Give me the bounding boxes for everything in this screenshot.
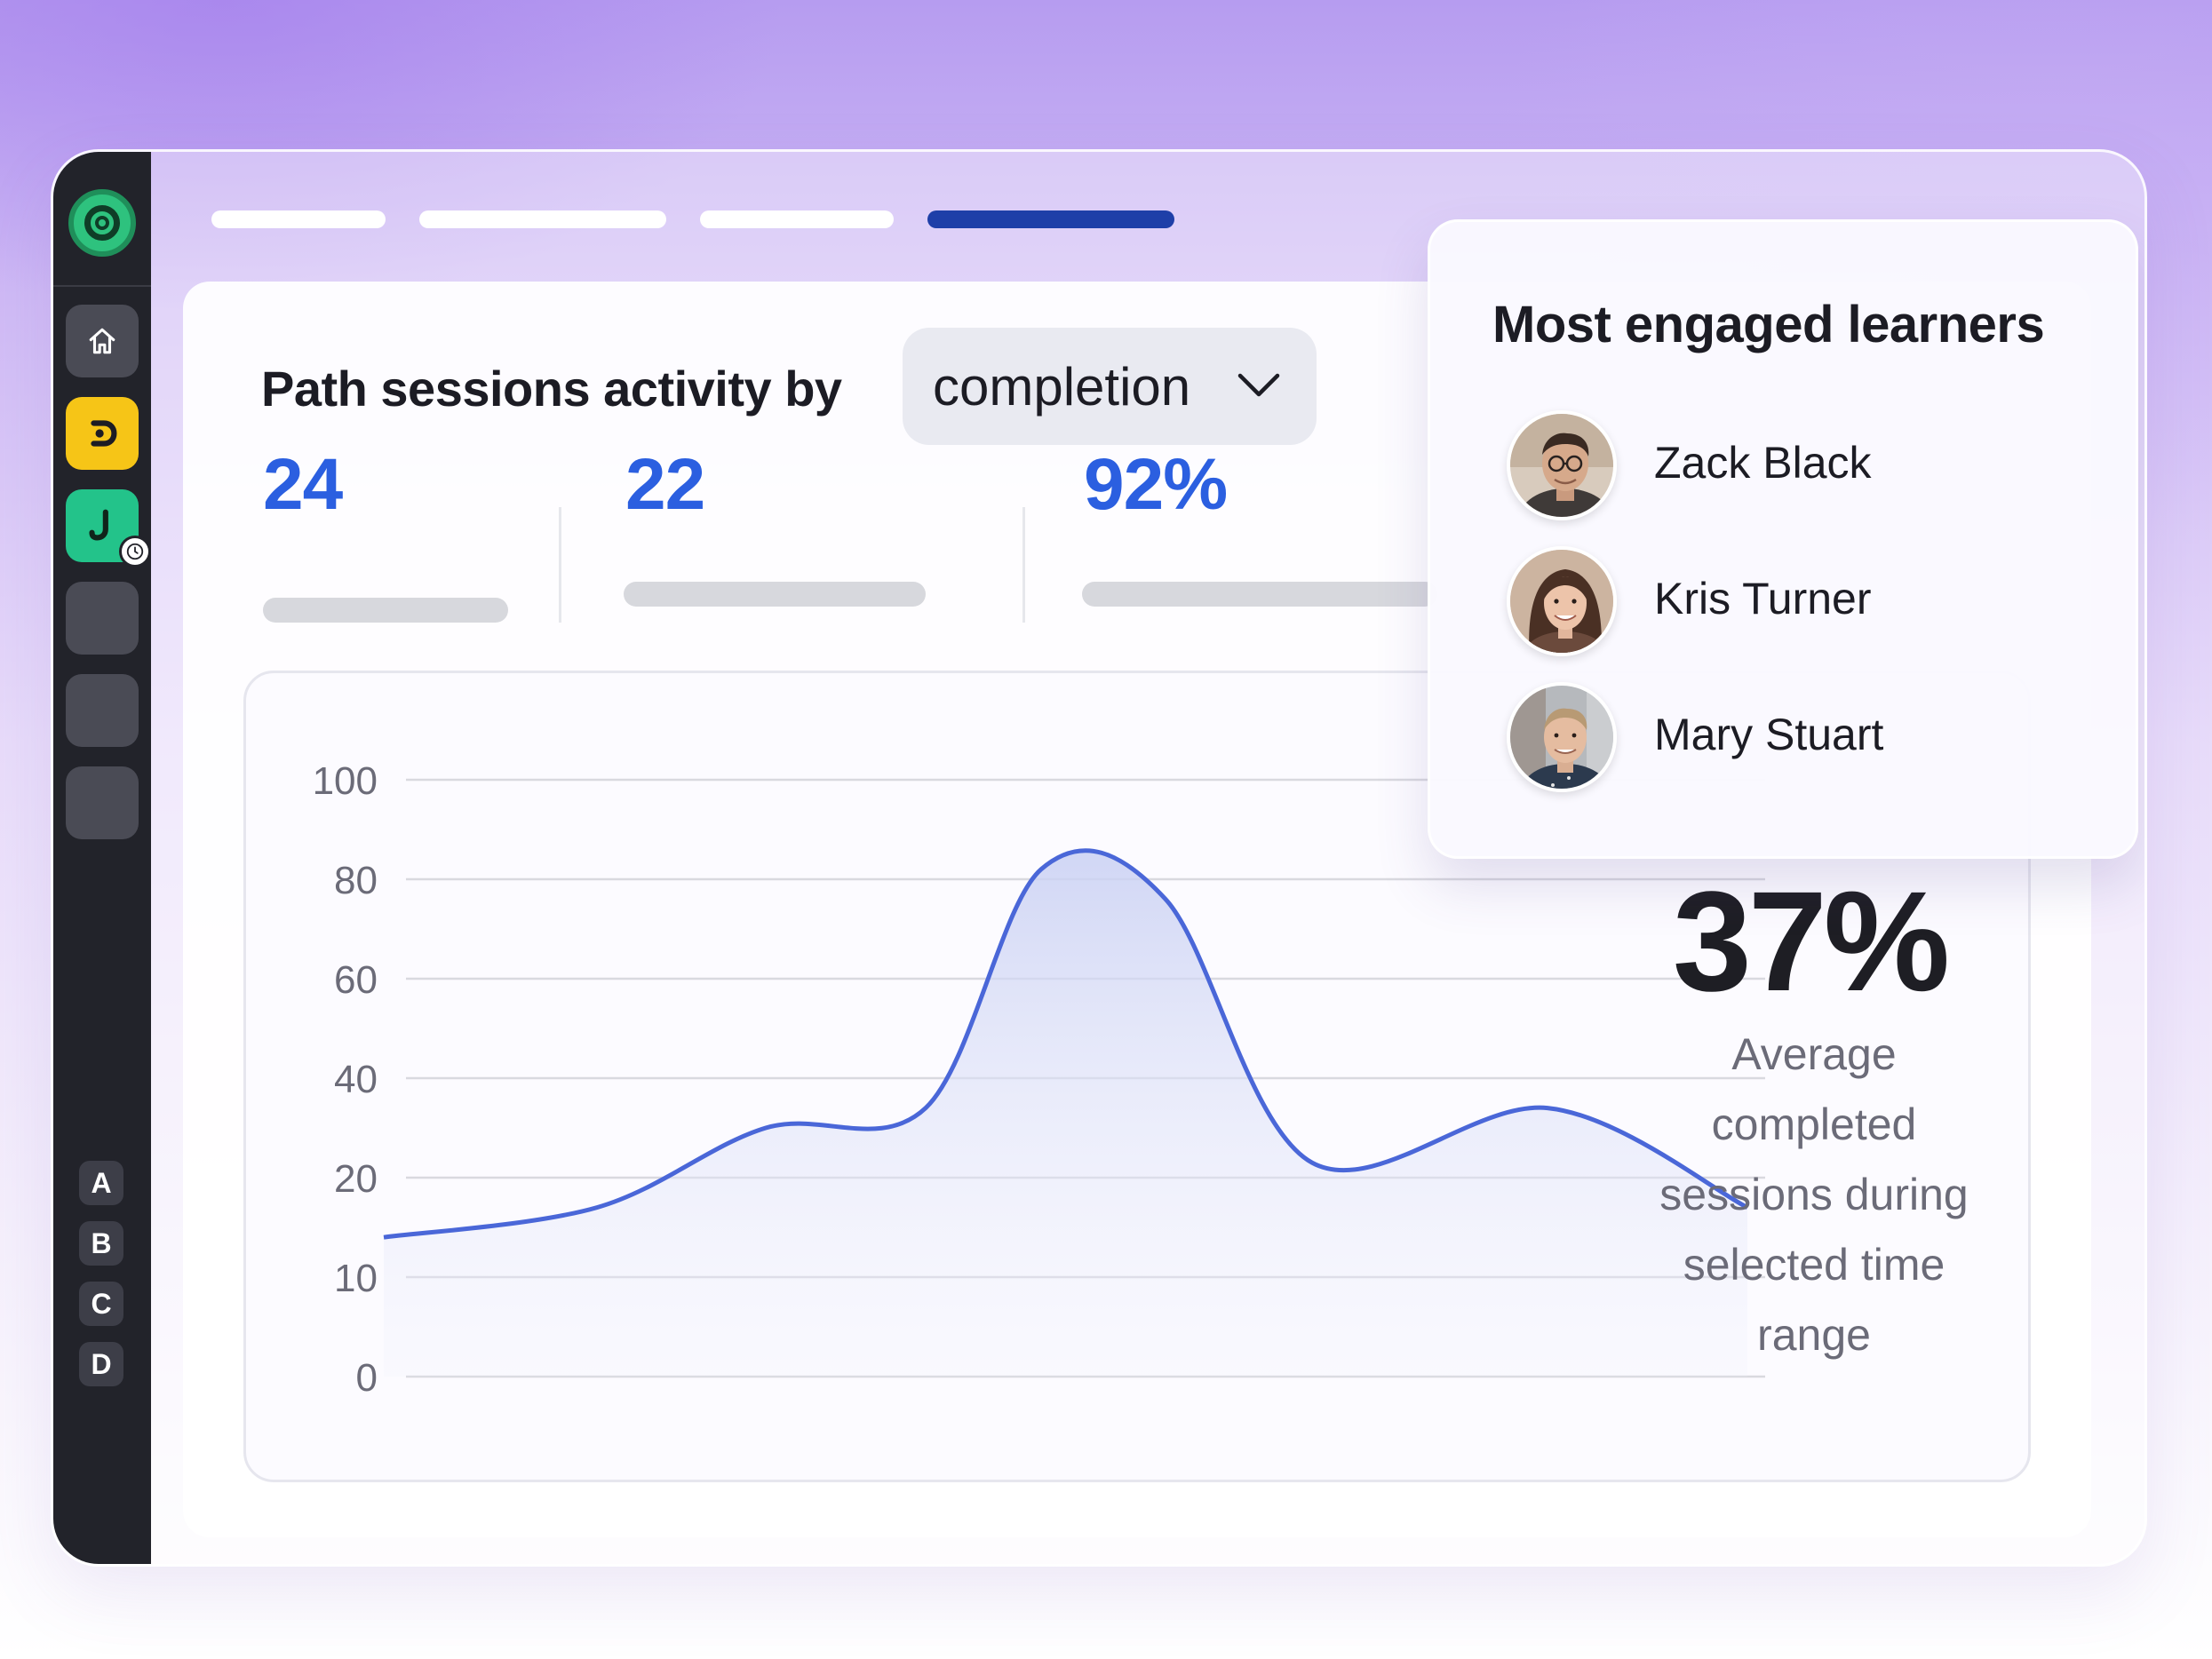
- summary-caption-line: range: [1757, 1310, 1871, 1360]
- summary-caption-line: Average: [1731, 1029, 1897, 1079]
- learner-name: Zack Black: [1654, 438, 1872, 488]
- app-rail: A B C D: [53, 152, 151, 1564]
- summary-caption-line: selected time: [1683, 1240, 1945, 1290]
- stat-divider: [1022, 507, 1025, 623]
- rail-placeholder-button[interactable]: [66, 766, 139, 839]
- y-tick-label: 0: [356, 1356, 378, 1400]
- rail-divider: [53, 285, 151, 287]
- y-tick-label: 10: [334, 1257, 378, 1300]
- learner-name: Kris Turner: [1654, 574, 1872, 623]
- avatar: [1507, 682, 1617, 792]
- series-line: [383, 848, 1749, 1240]
- home-icon: [89, 328, 115, 354]
- tab-3[interactable]: [700, 210, 894, 228]
- rail-home-button[interactable]: [66, 305, 139, 377]
- rail-placeholder-button[interactable]: [66, 674, 139, 747]
- engaged-learners-panel: Most engaged learners Zack Black: [1428, 219, 2138, 859]
- learner-name: Mary Stuart: [1654, 710, 1884, 759]
- app-logo-icon[interactable]: [68, 189, 136, 257]
- tab-2[interactable]: [419, 210, 666, 228]
- learner-row[interactable]: Zack Black: [1507, 410, 2093, 520]
- learner-row[interactable]: Mary Stuart: [1507, 682, 2093, 792]
- series-area: [384, 850, 1747, 1377]
- app-green-icon: [89, 509, 108, 541]
- clock-icon: [119, 536, 151, 568]
- stat-label-placeholder: [263, 598, 508, 623]
- metric-select-value: completion: [933, 356, 1191, 417]
- report-card: Path sessions activity by completion 24 …: [183, 282, 2091, 1537]
- y-tick-label: 20: [334, 1157, 378, 1201]
- rail-letter-c[interactable]: C: [79, 1282, 123, 1326]
- chart-panel: 100 80 60 40 20 10 0 37% Average completed ses…: [243, 671, 2031, 1482]
- y-tick-label: 100: [313, 759, 378, 803]
- rail-app-green-button[interactable]: [66, 489, 151, 568]
- rail-letter-d[interactable]: D: [79, 1342, 123, 1386]
- chevron-down-icon: [1237, 373, 1280, 397]
- summary-caption-line: sessions during: [1659, 1170, 1969, 1219]
- app-window: A B C D Path sessions activity by comple…: [51, 149, 2147, 1567]
- y-tick-label: 80: [334, 859, 378, 902]
- avatar: [1507, 546, 1617, 656]
- engaged-learners-title: Most engaged learners: [1492, 296, 2045, 353]
- app-yellow-icon: [91, 420, 117, 447]
- rail-placeholder-button[interactable]: [66, 582, 139, 655]
- stat-value-2: 22: [625, 444, 705, 525]
- rail-letter-a[interactable]: A: [79, 1161, 123, 1205]
- summary-caption-line: completed: [1711, 1099, 1917, 1149]
- rail-letter-b[interactable]: B: [79, 1221, 123, 1266]
- learner-row[interactable]: Kris Turner: [1507, 546, 2093, 656]
- y-tick-label: 60: [334, 958, 378, 1002]
- report-heading: Path sessions activity by: [261, 361, 842, 417]
- stat-label-placeholder: [624, 582, 926, 607]
- y-tick-label: 40: [334, 1058, 378, 1101]
- stat-value-3: 92%: [1084, 444, 1228, 525]
- summary-value: 37%: [1672, 861, 1950, 1020]
- summary-caption: Average completed sessions during select…: [1641, 1020, 1987, 1370]
- stat-label-placeholder: [1082, 582, 1437, 607]
- rail-app-yellow-button[interactable]: [66, 397, 139, 470]
- tab-1[interactable]: [211, 210, 386, 228]
- stat-value-1: 24: [263, 444, 343, 525]
- metric-select[interactable]: completion: [903, 328, 1317, 445]
- tab-4-active[interactable]: [927, 210, 1174, 228]
- stat-divider: [559, 507, 561, 623]
- avatar: [1507, 410, 1617, 520]
